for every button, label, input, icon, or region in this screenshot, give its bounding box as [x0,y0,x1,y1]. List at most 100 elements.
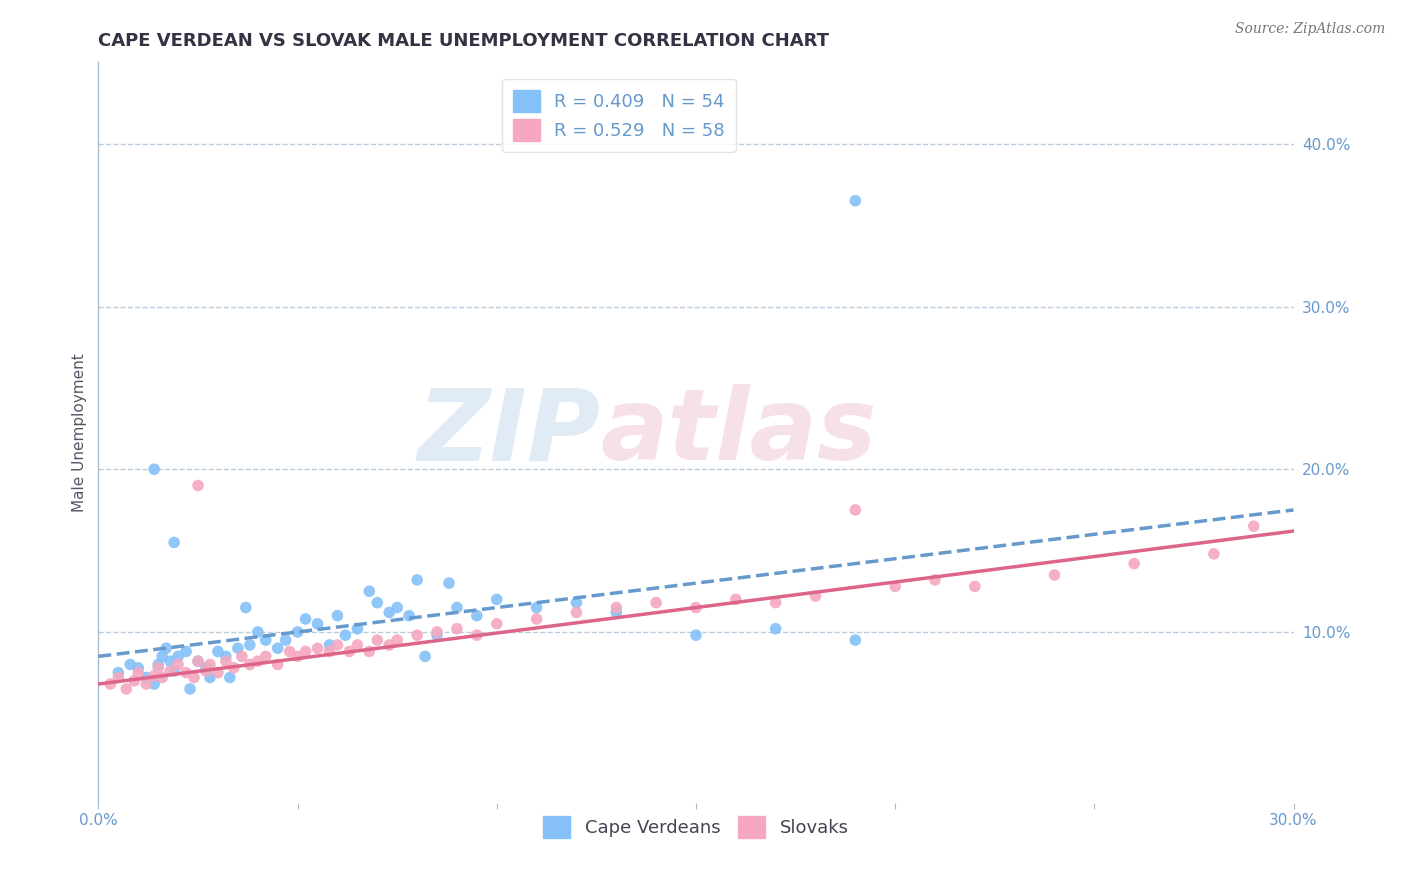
Point [135,677,157,691]
Point [246,624,269,639]
Point [963,579,986,593]
Point [167,649,190,664]
Point [366,596,388,610]
Point [1243,519,1265,533]
Point [485,592,508,607]
Point [406,573,429,587]
Point [150,649,173,664]
Point [254,633,277,648]
Point [159,664,181,678]
Point [565,596,588,610]
Point [254,649,277,664]
Point [187,654,209,668]
Point [526,600,548,615]
Point [844,633,866,648]
Text: CAPE VERDEAN VS SLOVAK MALE UNEMPLOYMENT CORRELATION CHART: CAPE VERDEAN VS SLOVAK MALE UNEMPLOYMENT… [98,32,830,50]
Point [804,589,827,603]
Point [359,584,381,599]
Point [465,608,488,623]
Point [148,661,170,675]
Point [235,600,257,615]
Point [163,664,186,678]
Point [287,649,309,664]
Point [1202,547,1225,561]
Point [318,644,340,658]
Point [207,644,229,658]
Point [378,606,401,620]
Text: Source: ZipAtlas.com: Source: ZipAtlas.com [1234,22,1385,37]
Point [413,649,436,664]
Point [565,606,588,620]
Point [143,462,166,476]
Point [120,657,142,672]
Y-axis label: Male Unemployment: Male Unemployment [72,353,87,512]
Point [294,612,316,626]
Point [198,657,221,672]
Point [287,624,309,639]
Point [155,641,177,656]
Point [239,638,262,652]
Point [924,573,946,587]
Point [437,576,460,591]
Point [318,638,340,652]
Point [135,671,157,685]
Point [150,671,173,685]
Point [267,641,290,656]
Point [98,677,122,691]
Point [685,600,707,615]
Point [385,633,409,648]
Point [226,641,249,656]
Point [645,596,668,610]
Point [167,657,190,672]
Point [685,628,707,642]
Point [765,622,787,636]
Point [446,600,468,615]
Point [724,592,747,607]
Point [267,657,290,672]
Point [124,673,146,688]
Point [398,608,420,623]
Point [526,612,548,626]
Point [107,665,129,680]
Point [426,628,449,642]
Point [1043,568,1066,582]
Point [231,649,253,664]
Point [294,644,316,658]
Point [143,669,166,683]
Point [366,633,388,648]
Point [195,661,218,675]
Point [346,622,368,636]
Point [326,638,349,652]
Point [446,622,468,636]
Point [844,194,866,208]
Point [844,503,866,517]
Text: atlas: atlas [600,384,877,481]
Point [1123,557,1146,571]
Point [274,633,297,648]
Point [884,579,907,593]
Point [307,641,329,656]
Point [246,654,269,668]
Point [765,596,787,610]
Point [143,677,166,691]
Point [148,657,170,672]
Point [127,665,149,680]
Point [335,628,357,642]
Point [219,671,242,685]
Point [187,654,209,668]
Point [159,654,181,668]
Point [307,616,329,631]
Point [107,671,129,685]
Point [222,661,245,675]
Point [163,535,186,549]
Point [378,638,401,652]
Point [183,671,205,685]
Point [406,628,429,642]
Point [174,644,197,658]
Point [339,644,361,658]
Legend: Cape Verdeans, Slovaks: Cape Verdeans, Slovaks [536,809,856,846]
Point [198,671,221,685]
Point [179,681,201,696]
Point [215,649,238,664]
Point [385,600,409,615]
